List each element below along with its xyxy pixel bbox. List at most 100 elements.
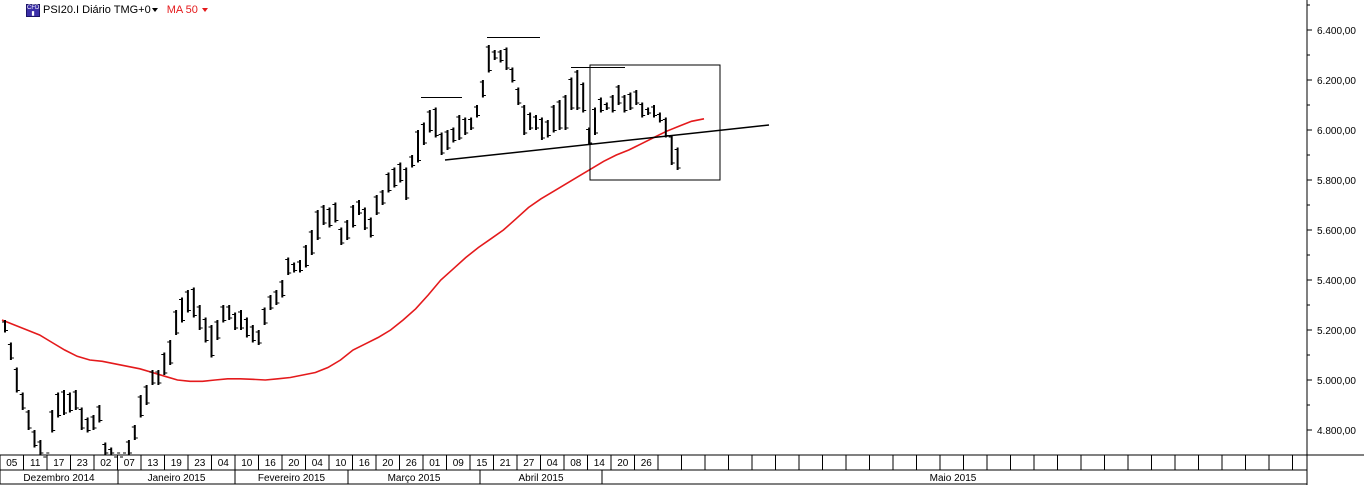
price-bar	[462, 117, 469, 135]
price-bar	[2, 320, 8, 333]
price-bar	[184, 290, 191, 313]
price-bar	[373, 195, 380, 215]
x-day-label: 20	[288, 458, 300, 469]
x-day-label: 04	[312, 458, 324, 469]
price-bar	[202, 317, 209, 343]
x-day-label: 17	[53, 458, 65, 469]
price-bar	[314, 210, 321, 240]
price-bar	[426, 110, 433, 133]
price-bar	[31, 430, 38, 448]
price-bar	[61, 390, 67, 415]
price-bar	[438, 132, 445, 155]
price-bar	[403, 167, 410, 200]
selection-rectangle	[589, 64, 721, 181]
x-day-label: 16	[359, 458, 371, 469]
price-bar	[179, 297, 185, 323]
price-bar	[161, 352, 168, 375]
price-bar	[302, 245, 309, 268]
price-bar	[651, 105, 657, 118]
x-day-label: 16	[265, 458, 277, 469]
price-bar	[243, 317, 250, 338]
price-bar	[167, 340, 174, 365]
price-bar	[361, 207, 368, 230]
price-bar	[291, 262, 298, 273]
price-bar	[13, 367, 20, 393]
symbol-label[interactable]: PSI20.I Diário TMG+0	[43, 4, 151, 16]
ma-indicator-label[interactable]: MA 50	[167, 4, 208, 16]
price-bar	[544, 120, 551, 138]
x-month-label: Fevereiro 2015	[258, 473, 326, 484]
x-axis: 05 11 17 23 02 07 13 19 23 04 10 16 20 04 10 16 20 26 01 09…	[0, 455, 1307, 485]
price-bar	[84, 417, 91, 433]
price-bar	[320, 205, 327, 225]
price-bar	[527, 112, 534, 130]
y-axis: 6.400,00 6.200,00 6.000,00 5.800,00 5.600,00…	[1307, 4, 1356, 437]
ma50-line	[1, 118, 705, 383]
price-bar	[515, 87, 522, 105]
price-bar	[456, 115, 463, 140]
price-bar	[562, 95, 569, 130]
price-bar	[220, 305, 227, 323]
price-bar	[196, 305, 203, 330]
y-tick-label: 6.000,00	[1317, 126, 1356, 137]
x-day-label: 23	[77, 458, 89, 469]
price-bar	[350, 205, 357, 228]
y-tick-label: 6.200,00	[1317, 76, 1356, 87]
price-bar	[580, 82, 587, 113]
price-bar	[420, 122, 427, 145]
price-bar	[267, 295, 274, 310]
x-day-label: 13	[147, 458, 159, 469]
price-bar	[592, 107, 598, 135]
price-bar	[603, 102, 610, 110]
y-tick-label: 5.600,00	[1317, 226, 1356, 237]
price-bar	[137, 395, 144, 418]
price-bar	[297, 260, 303, 273]
price-bar	[338, 227, 345, 245]
price-bar	[43, 452, 50, 458]
price-bar	[468, 117, 475, 130]
y-tick-label: 5.000,00	[1317, 376, 1356, 387]
price-bar	[90, 415, 97, 430]
price-bar	[102, 442, 109, 455]
x-day-label: 01	[429, 458, 441, 469]
y-tick-label: 5.800,00	[1317, 176, 1356, 187]
price-bar	[214, 320, 221, 340]
annotations	[421, 37, 770, 181]
x-month-label: Dezembro 2014	[23, 473, 95, 484]
price-bar	[208, 325, 215, 358]
x-day-label: 23	[194, 458, 206, 469]
x-month-label: Março 2015	[388, 473, 441, 484]
price-bar	[409, 155, 416, 168]
x-day-label: 20	[617, 458, 629, 469]
dropdown-triangle-icon[interactable]	[151, 8, 158, 12]
price-bar	[568, 77, 575, 110]
x-day-label: 09	[453, 458, 465, 469]
x-day-label: 14	[594, 458, 606, 469]
x-day-label: 26	[641, 458, 653, 469]
price-bar	[503, 47, 510, 70]
price-bar	[574, 70, 581, 110]
x-day-label: 20	[382, 458, 394, 469]
x-day-label: 07	[124, 458, 136, 469]
price-bar	[279, 280, 286, 298]
price-bar	[491, 50, 498, 60]
price-bars	[2, 45, 681, 458]
dropdown-triangle-icon[interactable]	[201, 8, 208, 13]
price-bar	[668, 135, 675, 165]
price-bar	[125, 440, 132, 455]
price-bar	[96, 405, 103, 423]
price-bar	[55, 392, 62, 418]
ma50-series	[1, 118, 705, 383]
price-bar	[444, 130, 451, 150]
price-bar	[391, 167, 398, 188]
price-bar	[66, 392, 73, 413]
price-bar	[397, 162, 404, 183]
price-bar	[143, 385, 150, 405]
y-tick-label: 5.400,00	[1317, 276, 1356, 287]
price-bar	[586, 127, 593, 145]
price-bar	[255, 330, 262, 345]
price-bar	[238, 310, 244, 330]
x-day-label: 04	[547, 458, 559, 469]
